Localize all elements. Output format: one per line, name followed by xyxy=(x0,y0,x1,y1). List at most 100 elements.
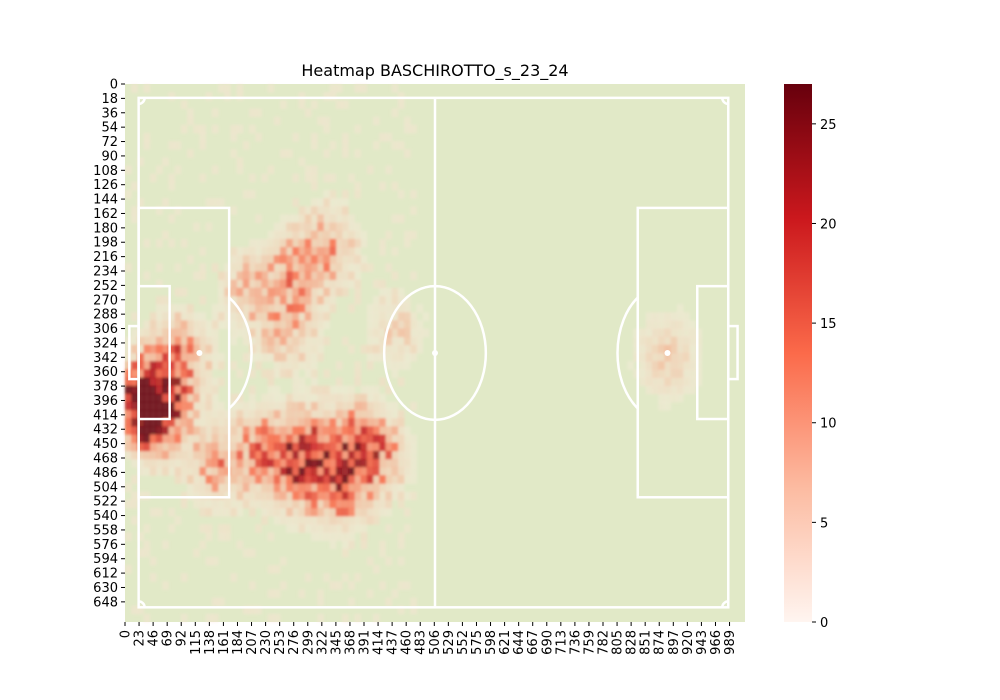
heat-cell xyxy=(174,475,182,484)
heat-cell xyxy=(180,287,188,297)
heat-cell xyxy=(187,361,194,370)
heat-cell xyxy=(199,320,207,330)
heat-cell xyxy=(218,475,225,484)
x-tick-label: 115 xyxy=(189,630,204,655)
heat-cell xyxy=(255,132,262,142)
heat-cell xyxy=(224,507,231,517)
heat-cell xyxy=(162,328,169,338)
heat-cell xyxy=(404,116,411,126)
heat-cell xyxy=(211,426,219,436)
heat-cell xyxy=(348,483,355,493)
heat-cell xyxy=(267,410,275,419)
heat-cell xyxy=(354,222,362,232)
heat-cell xyxy=(236,312,244,321)
heat-cell xyxy=(242,401,250,411)
heat-cell xyxy=(292,483,300,493)
heat-cell xyxy=(348,410,355,419)
heat-cell xyxy=(304,369,312,378)
heat-cell xyxy=(174,353,182,362)
heat-cell xyxy=(261,442,269,452)
heat-cell xyxy=(286,295,293,305)
heat-cell xyxy=(261,418,269,427)
heat-cell xyxy=(366,426,374,436)
heat-cell xyxy=(298,353,306,362)
heat-cell xyxy=(397,556,405,566)
left-goal xyxy=(128,324,140,381)
heat-cell xyxy=(317,320,324,330)
heat-cell xyxy=(255,410,262,419)
heat-cell xyxy=(174,377,182,387)
heat-cell xyxy=(391,418,399,427)
heat-cell xyxy=(323,238,331,248)
heat-cell xyxy=(317,344,324,354)
heat-cell xyxy=(410,353,417,362)
heat-cell xyxy=(342,613,349,623)
heat-cell xyxy=(404,312,411,321)
heat-cell xyxy=(354,475,362,484)
heat-cell xyxy=(385,344,393,354)
heat-cell xyxy=(199,271,207,281)
heat-cell xyxy=(317,491,324,501)
heat-cell xyxy=(689,344,696,354)
heat-cell xyxy=(156,507,163,517)
heat-cell xyxy=(193,320,200,330)
heat-cell xyxy=(280,556,287,566)
heat-cell xyxy=(311,442,318,452)
heat-cell xyxy=(180,401,188,411)
heat-cell xyxy=(348,597,355,607)
y-tick-label: 54 xyxy=(101,121,118,136)
heat-cell xyxy=(298,377,306,387)
heat-cell xyxy=(199,263,207,272)
heat-cell xyxy=(218,271,225,281)
heat-cell xyxy=(404,491,411,501)
heat-cell xyxy=(329,287,337,297)
heat-cell xyxy=(249,491,256,501)
heat-cell xyxy=(354,377,362,387)
heat-cell xyxy=(329,418,337,427)
heat-cell xyxy=(187,353,194,362)
heat-cell xyxy=(404,458,411,468)
heat-cell xyxy=(242,434,250,444)
heat-cell xyxy=(317,304,324,313)
heat-cell xyxy=(242,467,250,476)
heat-cell xyxy=(187,442,194,452)
heat-cell xyxy=(273,564,281,574)
heat-cell xyxy=(366,385,374,395)
heat-cell xyxy=(205,507,213,517)
heat-cell xyxy=(335,581,343,590)
heat-cell xyxy=(286,393,293,403)
heat-cell xyxy=(280,410,287,419)
heat-cell xyxy=(323,230,331,240)
heat-cell xyxy=(180,369,188,378)
heat-cell xyxy=(162,198,169,207)
heat-cell xyxy=(236,410,244,419)
heat-cell xyxy=(205,467,213,476)
heat-cell xyxy=(342,410,349,419)
heat-cell xyxy=(360,410,368,419)
heat-cell xyxy=(311,222,318,232)
heat-cell xyxy=(391,369,399,378)
heat-cell xyxy=(385,165,393,175)
heat-cell xyxy=(168,238,176,248)
heat-cell xyxy=(391,287,399,297)
heat-cell xyxy=(298,247,306,256)
heat-cell xyxy=(261,271,269,281)
heat-cell xyxy=(156,401,163,411)
heat-cell xyxy=(211,434,219,444)
heat-cell xyxy=(397,312,405,321)
heat-cell xyxy=(205,385,213,395)
heat-cell xyxy=(286,238,293,248)
heat-cell xyxy=(149,353,157,362)
heat-cell xyxy=(329,483,337,493)
heat-cell xyxy=(304,344,312,354)
heat-cell xyxy=(261,328,269,338)
heat-cell xyxy=(224,450,231,460)
heat-cell xyxy=(298,279,306,289)
heat-cell xyxy=(280,516,287,525)
heat-cell xyxy=(379,328,386,338)
heat-cell xyxy=(385,287,393,297)
heat-cell xyxy=(174,393,182,403)
heat-cell xyxy=(249,320,256,330)
heat-cell xyxy=(329,189,337,199)
heat-cell xyxy=(311,304,318,313)
